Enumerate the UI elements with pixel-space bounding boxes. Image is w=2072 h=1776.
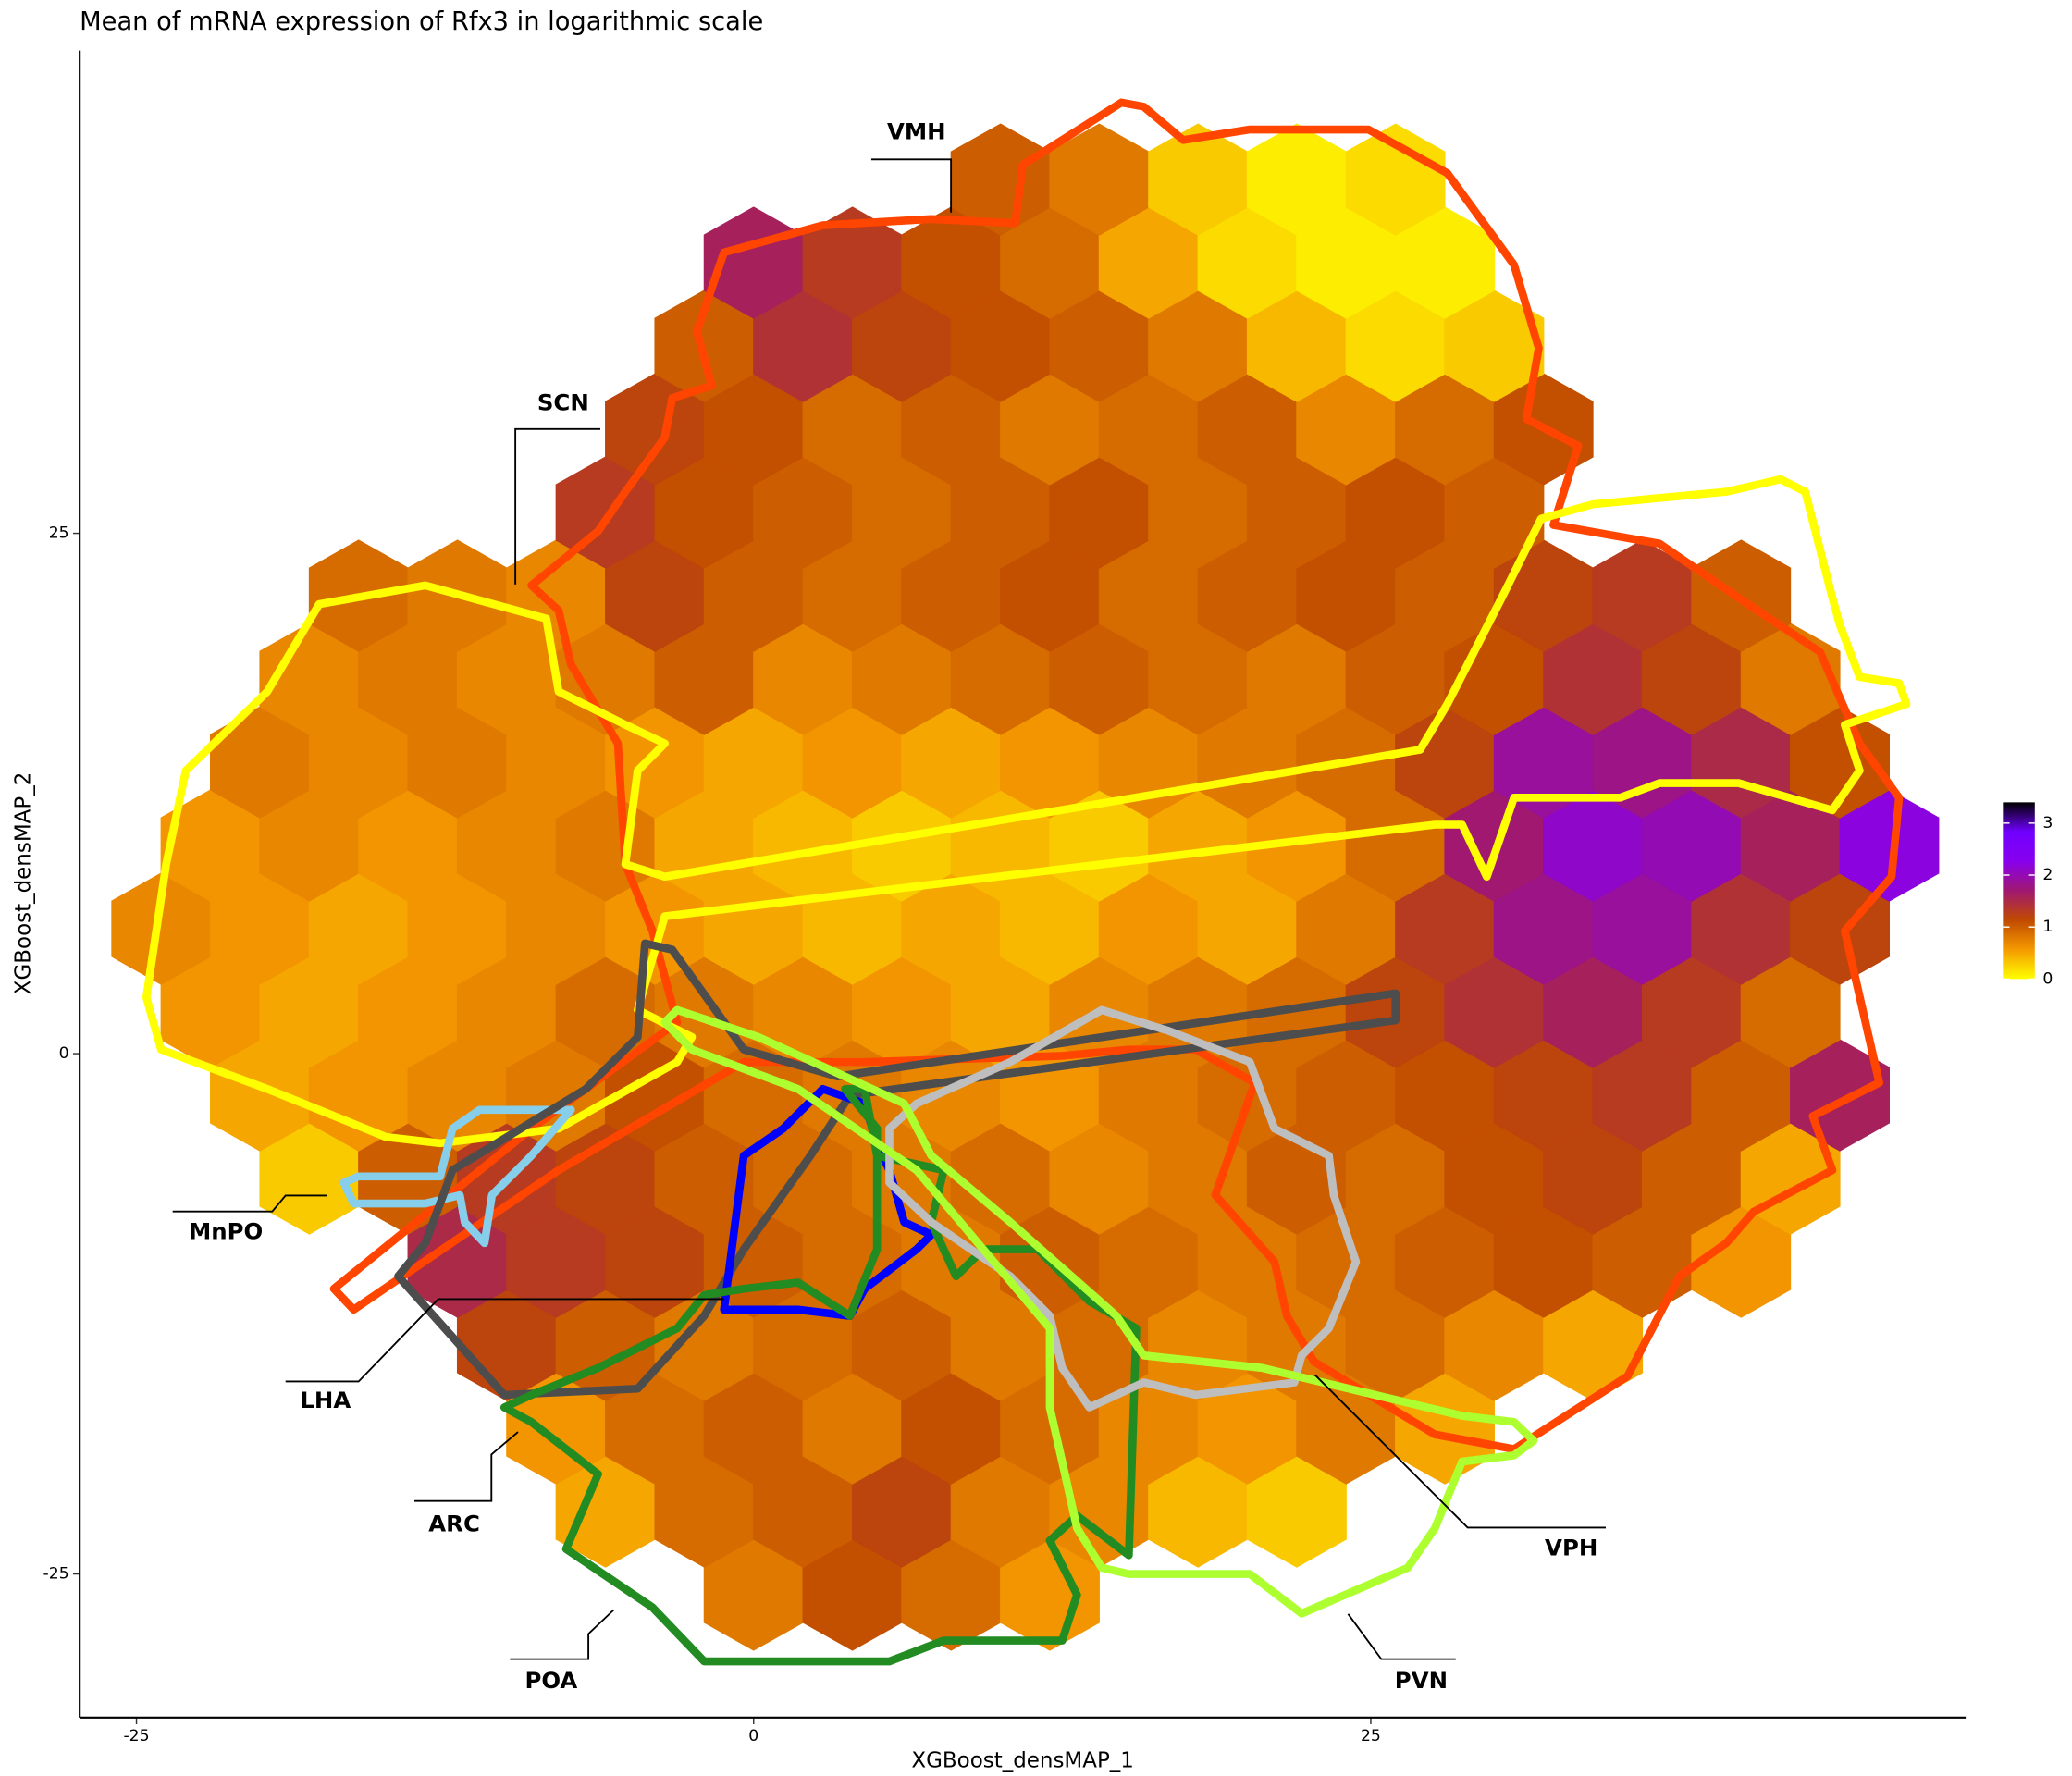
x-tick-label: 25 (1361, 1727, 1381, 1745)
region-outline (339, 1105, 575, 1248)
hex-cell (1345, 123, 1446, 236)
leader-line (1314, 1374, 1606, 1529)
region-label: PVN (1395, 1667, 1448, 1694)
leader-line (1347, 1613, 1456, 1660)
x-axis-label: XGBoost_densMAP_1 (911, 1749, 1134, 1773)
x-tick-label: -25 (123, 1727, 149, 1745)
region-label: MnPO (189, 1218, 263, 1245)
region-label: LHA (300, 1387, 351, 1413)
colorbar (2003, 802, 2035, 980)
leader-line (870, 158, 953, 213)
region-label: POA (524, 1667, 577, 1694)
foreground: VMH SCN MnPO LHA ARC POA VPH PVN -25 0 25 -25 0 25 0 1 2… (43, 118, 2054, 1745)
y-axis-label: XGBoost_densMAP_2 (11, 772, 35, 995)
region-outline (142, 475, 1911, 1148)
leader-line (510, 1609, 615, 1660)
y-tick-label: 25 (49, 524, 69, 543)
region-label: VPH (1545, 1534, 1597, 1560)
region-outline (329, 98, 1904, 1453)
leader-line (414, 1431, 519, 1502)
outline-layer (142, 98, 1911, 1666)
hex-layer (111, 123, 1940, 1651)
region-label: ARC (428, 1511, 480, 1537)
colorbar-tick-label: 0 (2042, 969, 2053, 988)
y-tick-label: -25 (43, 1565, 69, 1584)
leader-line (514, 427, 601, 585)
region-outline (720, 1084, 936, 1320)
colorbar-tick-label: 1 (2042, 918, 2053, 936)
region-outline (660, 1005, 1538, 1618)
chart-title: Mean of mRNA expression of Rfx3 in logar… (80, 7, 763, 36)
leader-line (285, 1298, 724, 1383)
region-label: VMH (887, 118, 946, 145)
colorbar-tick-label: 3 (2042, 814, 2053, 832)
y-tick-label: 0 (59, 1044, 69, 1063)
colorbar-tick-label: 2 (2042, 866, 2053, 884)
region-label: SCN (537, 389, 589, 416)
region-outline (885, 1005, 1361, 1412)
leader-line (172, 1194, 327, 1213)
x-tick-label: 0 (748, 1727, 758, 1745)
